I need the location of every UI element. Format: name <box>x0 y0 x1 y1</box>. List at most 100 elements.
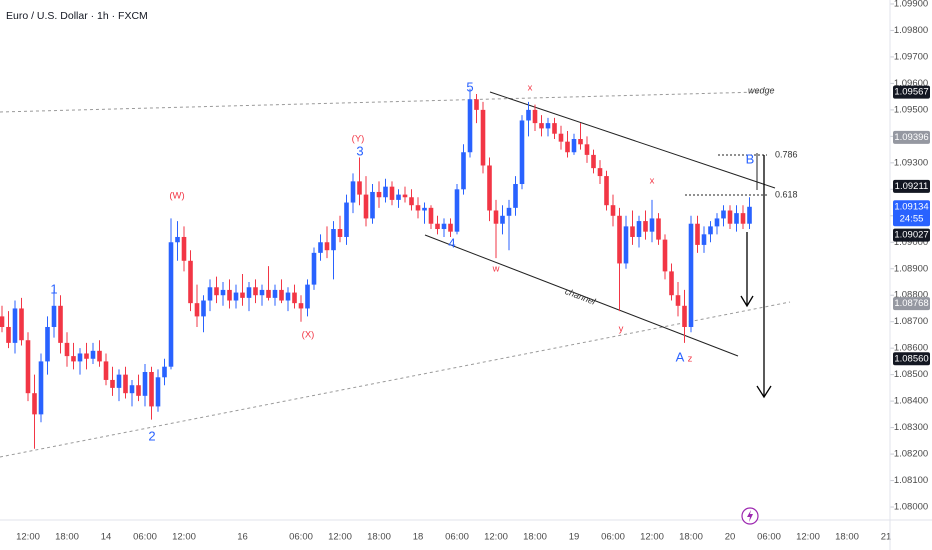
x-tick-label: 19 <box>569 532 580 543</box>
candle-body <box>675 295 681 306</box>
candle-body <box>402 194 408 198</box>
candle-body <box>311 252 317 285</box>
x-tick-label: 06:00 <box>133 532 157 543</box>
candle-body <box>233 292 239 301</box>
candle-body <box>461 152 466 190</box>
x-tick-label: 18:00 <box>523 532 547 543</box>
candle-body <box>669 271 674 296</box>
candle-body <box>532 109 538 124</box>
candle-body <box>695 223 700 245</box>
price-badge-label: 1.09211 <box>895 181 929 192</box>
wave-label: 1 <box>50 281 57 296</box>
x-tick-label: 18:00 <box>367 532 391 543</box>
fib-label: 0.786 <box>775 149 798 159</box>
price-badge <box>893 130 930 144</box>
candle-body <box>272 289 278 298</box>
x-tick-label: 06:00 <box>601 532 625 543</box>
price-badge <box>893 228 930 242</box>
candle-body <box>708 226 713 235</box>
wave-label: w <box>492 264 500 275</box>
price-badge-label: 1.08560 <box>894 353 928 364</box>
candle-body <box>545 123 551 129</box>
candle-body <box>58 305 63 343</box>
candle-body <box>610 205 616 216</box>
y-tick-label: 1.09600 <box>894 78 928 89</box>
candle-body <box>487 165 492 211</box>
x-tick-label: 18:00 <box>835 532 859 543</box>
x-tick-label: 12:00 <box>484 532 508 543</box>
candle-body <box>578 139 583 145</box>
candle-body <box>279 289 284 301</box>
candle-body <box>45 326 50 362</box>
channel-upper <box>489 91 776 189</box>
candle-body <box>84 353 89 359</box>
candle-body <box>214 287 219 296</box>
candle-body <box>474 99 479 110</box>
candle-body <box>656 218 661 240</box>
candle-body <box>123 374 128 394</box>
candle-body <box>175 236 180 243</box>
x-tick-label: 12:00 <box>328 532 352 543</box>
y-tick-label: 1.09000 <box>894 237 928 248</box>
price-badge-label: 1.09396 <box>894 132 928 143</box>
drawings: wedge channel 0.786 0.618 <box>0 85 798 458</box>
candle-body <box>409 197 414 206</box>
candle-body <box>116 374 122 388</box>
x-tick-label: 12:00 <box>640 532 664 543</box>
candle-body <box>305 284 310 309</box>
wedge-line <box>0 91 761 113</box>
candle-body <box>636 221 642 237</box>
price-badge <box>893 179 930 193</box>
candle-body <box>721 210 726 219</box>
candle-body <box>389 186 395 200</box>
candle-body <box>441 223 447 230</box>
candle-body <box>64 342 70 357</box>
candle-body <box>539 123 544 129</box>
x-tick-label: 16 <box>237 532 248 543</box>
candle-body <box>552 123 557 134</box>
candle-body <box>480 109 486 166</box>
y-tick-label: 1.08400 <box>894 396 928 407</box>
candle-body <box>383 186 388 198</box>
arrow-head <box>756 385 772 399</box>
candle-body <box>324 242 330 251</box>
candle-body <box>32 393 37 415</box>
candle-body <box>331 229 336 251</box>
candles <box>0 88 752 449</box>
candle-body <box>292 292 297 304</box>
y-tick-label: 1.08600 <box>894 343 928 354</box>
candle-body <box>188 260 193 304</box>
candle-body <box>734 213 739 224</box>
y-tick-label: 1.09500 <box>894 104 928 115</box>
candle-body <box>181 236 187 261</box>
wave-label: (W) <box>169 191 184 202</box>
candle-body <box>162 366 167 378</box>
candle-body <box>357 181 362 195</box>
y-tick-label: 1.09300 <box>894 157 928 168</box>
candle-body <box>246 287 252 298</box>
candle-body <box>149 371 154 407</box>
candle-body <box>623 226 629 264</box>
wave-label: x <box>528 83 533 94</box>
y-tick-label: 1.08900 <box>894 263 928 274</box>
candle-body <box>747 206 752 224</box>
x-tick-label: 06:00 <box>757 532 781 543</box>
y-tick-label: 1.08200 <box>894 449 928 460</box>
x-tick-label: 12:00 <box>796 532 820 543</box>
candle-body <box>266 289 271 298</box>
candle-body <box>396 194 401 200</box>
candle-body <box>701 234 707 245</box>
candle-body <box>526 109 531 121</box>
wedge-label: wedge <box>748 85 775 95</box>
candle-body <box>207 287 213 301</box>
candle-body <box>591 154 596 169</box>
candle-body <box>649 218 655 232</box>
candle-body <box>337 229 343 237</box>
candle-body <box>662 239 668 272</box>
candle-body <box>298 303 304 309</box>
chart-title: Euro / U.S. Dollar · 1h · FXCM <box>6 10 148 22</box>
candle-body <box>558 133 564 142</box>
candle-body <box>617 215 622 264</box>
candle-body <box>97 350 102 362</box>
